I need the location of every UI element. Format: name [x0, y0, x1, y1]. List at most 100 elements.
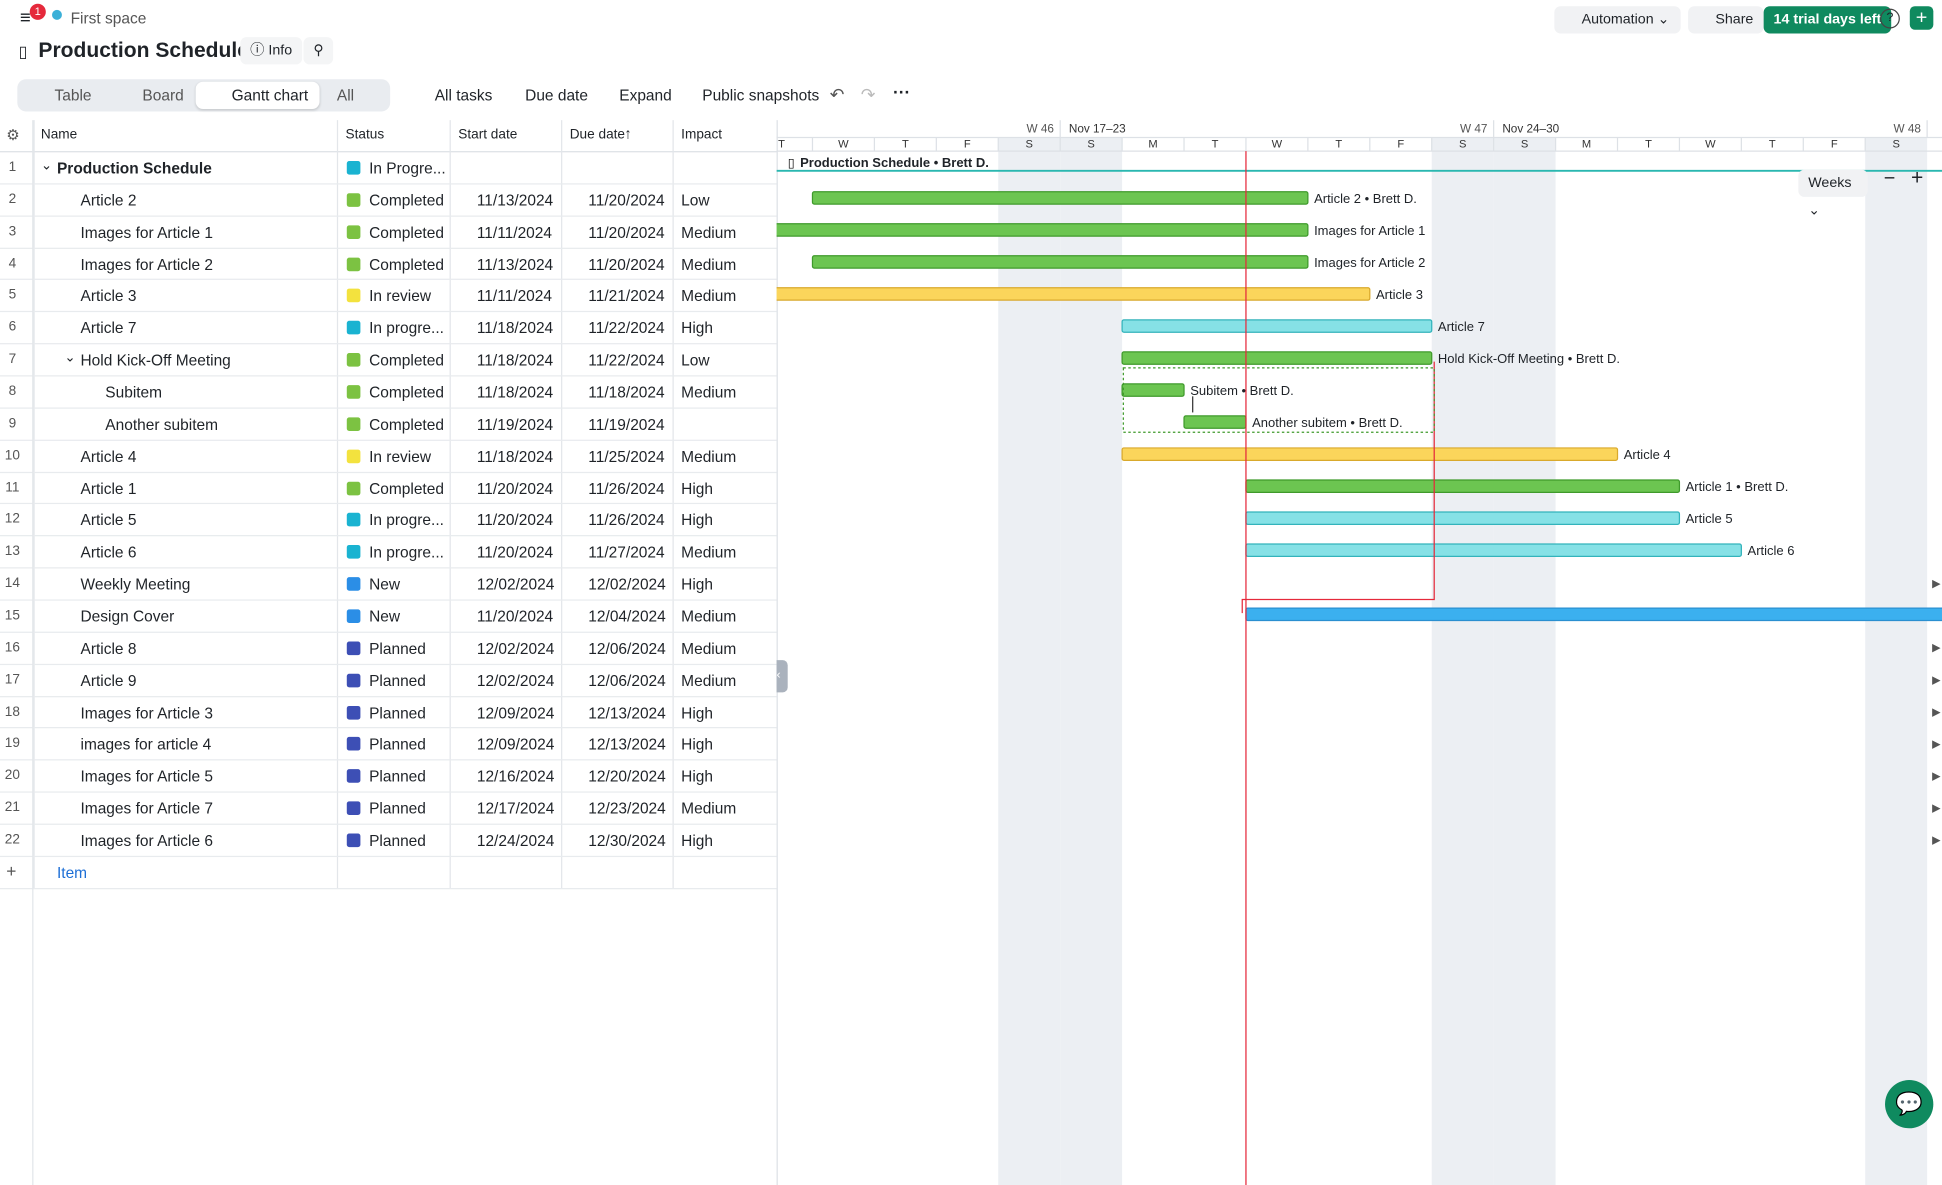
chat-button[interactable]: 💬	[1885, 1079, 1934, 1129]
status[interactable]: Planned	[369, 736, 426, 754]
impact[interactable]: High	[681, 576, 714, 594]
impact[interactable]: Low	[681, 351, 710, 370]
trial-button[interactable]: 14 trial days left	[1763, 6, 1892, 34]
start-date[interactable]: 11/18/2024	[476, 383, 554, 402]
due-date[interactable]: 12/20/2024	[588, 768, 666, 786]
due-date[interactable]: 11/25/2024	[588, 448, 665, 466]
zoom-out[interactable]: −	[1883, 168, 1896, 190]
task-name[interactable]: Article 3	[80, 287, 137, 306]
due-date[interactable]: 12/02/2024	[588, 576, 666, 594]
due-date[interactable]: 12/06/2024	[588, 640, 666, 658]
column-header[interactable]: Impact	[681, 127, 723, 143]
toolbar-item[interactable]: All tasks	[434, 86, 493, 105]
status[interactable]: New	[369, 576, 401, 594]
task-name[interactable]: Article 9	[80, 672, 137, 690]
status[interactable]: In progre...	[369, 512, 444, 530]
impact[interactable]: Medium	[681, 287, 737, 306]
space-link[interactable]: First space	[70, 9, 147, 28]
start-date[interactable]: 11/18/2024	[476, 319, 554, 338]
status[interactable]: Completed	[369, 255, 444, 274]
start-date[interactable]: 12/09/2024	[476, 736, 555, 754]
add-button[interactable]: +	[1909, 6, 1934, 30]
column-header[interactable]: Start date	[458, 127, 518, 143]
start-date[interactable]: 11/13/2024	[476, 255, 554, 274]
due-date[interactable]: 11/21/2024	[588, 287, 665, 306]
start-date[interactable]: 12/24/2024	[476, 832, 555, 850]
status[interactable]: Planned	[369, 640, 426, 658]
task-name[interactable]: Production Schedule	[56, 159, 212, 178]
impact[interactable]: High	[681, 736, 714, 754]
task-name[interactable]: Article 1	[80, 480, 137, 498]
task-name[interactable]: Article 5	[80, 512, 137, 530]
task-name[interactable]: Images for Article 3	[80, 704, 214, 722]
more[interactable]: ···	[892, 81, 911, 102]
task-name[interactable]: Article 6	[80, 544, 137, 562]
impact[interactable]: Medium	[681, 383, 737, 402]
start-date[interactable]: 11/20/2024	[476, 608, 554, 626]
due-date[interactable]: 11/22/2024	[588, 351, 665, 370]
task-name[interactable]: Design Cover	[80, 608, 175, 626]
due-date[interactable]: 12/13/2024	[588, 704, 666, 722]
start-date[interactable]: 12/17/2024	[476, 800, 555, 818]
toolbar-item[interactable]: Expand	[619, 86, 672, 105]
status[interactable]: In progre...	[369, 544, 444, 562]
due-date[interactable]: 11/22/2024	[588, 319, 665, 338]
start-date[interactable]: 12/16/2024	[476, 768, 555, 786]
status[interactable]: Completed	[369, 191, 444, 210]
add-icon[interactable]: +	[6, 860, 17, 881]
share-button[interactable]: Share	[1688, 6, 1764, 34]
start-date[interactable]: 11/20/2024	[476, 480, 554, 498]
redo[interactable]: ↷	[860, 84, 876, 105]
start-date[interactable]: 12/02/2024	[476, 640, 555, 658]
task-name[interactable]: Images for Article 5	[80, 768, 214, 786]
status[interactable]: Completed	[369, 223, 444, 242]
start-date[interactable]: 11/19/2024	[476, 415, 554, 434]
due-date[interactable]: 11/20/2024	[588, 255, 665, 274]
status[interactable]: New	[369, 608, 401, 626]
impact[interactable]: Medium	[681, 544, 737, 562]
status[interactable]: In review	[369, 287, 432, 306]
status[interactable]: Completed	[369, 480, 444, 498]
toolbar-item[interactable]: Public snapshots	[702, 86, 820, 105]
status[interactable]: In progre...	[369, 319, 444, 338]
start-date[interactable]: 12/09/2024	[476, 704, 555, 722]
due-date[interactable]: 12/30/2024	[588, 832, 666, 850]
task-name[interactable]: Another subitem	[105, 415, 219, 434]
status[interactable]: Completed	[369, 415, 444, 434]
status[interactable]: Planned	[369, 672, 426, 690]
start-date[interactable]: 12/02/2024	[476, 576, 555, 594]
status[interactable]: Planned	[369, 832, 426, 850]
impact[interactable]: High	[681, 704, 714, 722]
status[interactable]: In Progre...	[369, 159, 446, 178]
due-date[interactable]: 11/18/2024	[588, 383, 665, 402]
collapse-caret[interactable]: ⌄	[40, 158, 53, 174]
start-date[interactable]: 11/20/2024	[476, 512, 554, 530]
start-date[interactable]: 11/11/2024	[476, 223, 553, 242]
impact[interactable]: High	[681, 480, 714, 498]
impact[interactable]: Medium	[681, 640, 737, 658]
task-name[interactable]: Images for Article 6	[80, 832, 214, 850]
start-date[interactable]: 12/02/2024	[476, 672, 555, 690]
impact[interactable]: Medium	[681, 223, 737, 242]
status[interactable]: In review	[369, 448, 432, 466]
settings-icon[interactable]: ⚙	[6, 126, 20, 144]
impact[interactable]: High	[681, 512, 714, 530]
start-date[interactable]: 11/20/2024	[476, 544, 554, 562]
impact[interactable]: Medium	[681, 672, 737, 690]
task-name[interactable]: Hold Kick-Off Meeting	[80, 351, 231, 370]
impact[interactable]: High	[681, 319, 714, 338]
impact[interactable]: Medium	[681, 255, 737, 274]
due-date[interactable]: 12/13/2024	[588, 736, 666, 754]
status[interactable]: Planned	[369, 704, 426, 722]
task-name[interactable]: Weekly Meeting	[80, 576, 191, 594]
task-name[interactable]: Article 8	[80, 640, 137, 658]
task-name[interactable]: images for article 4	[80, 736, 212, 754]
impact[interactable]: Medium	[681, 448, 737, 466]
task-name[interactable]: Subitem	[105, 383, 163, 402]
status[interactable]: Planned	[369, 768, 426, 786]
status[interactable]: Planned	[369, 800, 426, 818]
due-date[interactable]: 11/20/2024	[588, 191, 665, 210]
impact[interactable]: Low	[681, 191, 710, 210]
start-date[interactable]: 11/13/2024	[476, 191, 554, 210]
task-name[interactable]: Images for Article 1	[80, 223, 214, 242]
